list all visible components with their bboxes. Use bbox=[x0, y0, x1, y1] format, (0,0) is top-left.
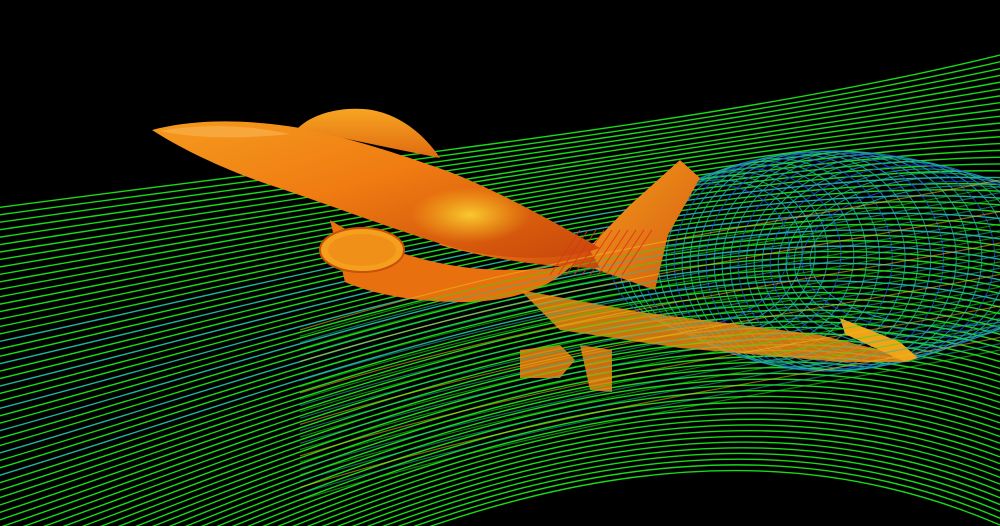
streamline bbox=[0, 129, 1000, 290]
lower-fuselage bbox=[330, 220, 575, 303]
streamline-foreground bbox=[299, 349, 1000, 501]
streamline-foreground bbox=[299, 185, 1000, 337]
streamline-foreground bbox=[299, 324, 1000, 476]
streamline-foreground bbox=[299, 210, 1000, 363]
streamline-foreground bbox=[299, 198, 1000, 350]
streamline bbox=[168, 372, 1000, 526]
streamline bbox=[216, 390, 1000, 526]
pressure-line bbox=[597, 229, 629, 276]
streamline-foreground bbox=[299, 330, 1000, 482]
streamline bbox=[336, 435, 1000, 526]
streamline bbox=[184, 378, 1000, 526]
streamline bbox=[0, 54, 1000, 209]
canopy bbox=[298, 108, 440, 158]
streamline bbox=[0, 74, 1000, 231]
streamline bbox=[231, 395, 1000, 526]
vortex-ring bbox=[745, 155, 1000, 365]
engine-inlet-lip bbox=[328, 234, 396, 266]
streamline-foreground bbox=[299, 179, 1000, 331]
streamline-foreground bbox=[299, 311, 1000, 463]
streamline bbox=[291, 418, 1000, 526]
streamline-foreground bbox=[299, 204, 1000, 356]
nose-highlight bbox=[160, 126, 290, 138]
vortex-ring bbox=[689, 151, 919, 370]
pressure-line bbox=[621, 229, 653, 276]
streamline-foreground bbox=[299, 261, 1000, 413]
streamline-foreground bbox=[299, 336, 1000, 488]
streamline-foreground bbox=[299, 343, 1000, 495]
streamline bbox=[397, 458, 1000, 526]
streamline-foreground bbox=[299, 223, 1000, 375]
streamline-foreground bbox=[299, 286, 1000, 438]
streamline bbox=[0, 291, 1000, 491]
vortex-ring bbox=[801, 180, 1000, 333]
streamline bbox=[0, 108, 1000, 268]
streamline bbox=[0, 88, 1000, 246]
vortex-ring bbox=[777, 168, 1000, 349]
streamline bbox=[277, 412, 1000, 526]
pressure-line bbox=[613, 229, 645, 276]
pressure-line bbox=[589, 229, 621, 276]
pressure-line bbox=[581, 229, 613, 276]
streamline-foreground bbox=[299, 273, 1000, 426]
streamline bbox=[366, 447, 1000, 526]
pressure-line bbox=[549, 229, 581, 276]
vortex-ring bbox=[785, 172, 1000, 344]
streamline bbox=[0, 212, 1000, 387]
streamline bbox=[429, 469, 1000, 526]
streamline-foreground bbox=[299, 267, 1000, 419]
pressure-line bbox=[573, 229, 605, 276]
streamline-foreground bbox=[299, 229, 1000, 381]
streamline-foreground bbox=[299, 305, 1000, 457]
streamline bbox=[262, 407, 1000, 526]
streamline bbox=[200, 384, 1000, 526]
streamline-foreground bbox=[299, 280, 1000, 432]
streamline-foreground bbox=[299, 248, 1000, 400]
streamline-foreground bbox=[299, 236, 1000, 388]
streamline bbox=[0, 81, 1000, 238]
streamline bbox=[0, 285, 1000, 484]
streamline-foreground bbox=[299, 217, 1000, 369]
streamline bbox=[0, 315, 1000, 521]
pressure-line bbox=[605, 229, 637, 276]
streamline bbox=[0, 297, 1000, 499]
streamline-foreground bbox=[299, 317, 1000, 470]
vortex-ring bbox=[793, 176, 1000, 339]
streamline bbox=[0, 115, 1000, 276]
pressure-line bbox=[565, 229, 597, 276]
tail-fin bbox=[575, 160, 700, 290]
streamline-foreground bbox=[299, 254, 1000, 407]
wingtip-missile bbox=[840, 318, 918, 362]
streamline-foreground bbox=[299, 292, 1000, 444]
streamline bbox=[306, 424, 1000, 526]
pressure-line bbox=[557, 229, 589, 276]
streamline-overlay bbox=[299, 179, 1000, 501]
streamline-foreground bbox=[299, 242, 1000, 394]
pressure-glow bbox=[410, 187, 530, 243]
streamline-foreground bbox=[299, 192, 1000, 344]
streamline bbox=[381, 452, 1000, 526]
streamline-foreground bbox=[299, 299, 1000, 451]
streamline bbox=[0, 122, 1000, 283]
streamline bbox=[321, 429, 1000, 526]
streamline bbox=[412, 464, 1000, 526]
streamline bbox=[62, 338, 1000, 526]
streamline bbox=[0, 61, 1000, 216]
streamline bbox=[0, 67, 1000, 223]
streamline bbox=[0, 101, 1000, 261]
vortex-ring bbox=[769, 164, 1000, 354]
streamline bbox=[351, 441, 1000, 526]
streamline bbox=[0, 218, 1000, 395]
